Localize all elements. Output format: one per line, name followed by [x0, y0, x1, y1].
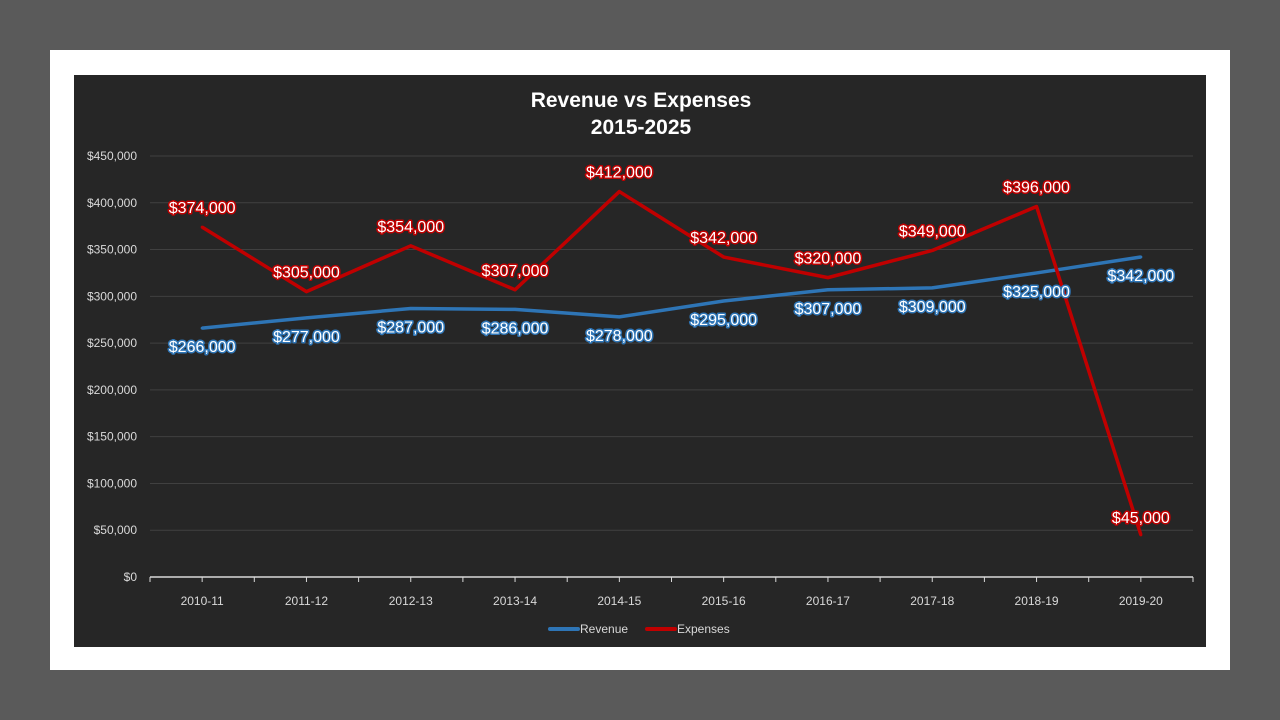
data-point — [722, 255, 726, 259]
data-point — [617, 315, 621, 319]
data-point — [1035, 205, 1039, 209]
data-label: $412,000 — [586, 165, 653, 182]
series-line-expenses — [201, 189, 1143, 536]
data-point — [304, 290, 308, 294]
x-tick-label: 2016-17 — [806, 594, 850, 608]
y-tick-label: $150,000 — [87, 430, 137, 444]
y-tick-label: $350,000 — [87, 243, 137, 257]
data-label: $305,000 — [273, 265, 340, 282]
chart-area: Revenue vs Expenses 2015-2025 $0 $50,000 $… — [74, 75, 1206, 647]
x-tick-label: 2013-14 — [493, 594, 537, 608]
chart-subtitle: 2015-2025 — [591, 116, 692, 139]
data-label: $396,000 — [1003, 180, 1070, 197]
data-label: $295,000 — [690, 312, 757, 329]
x-tick-label: 2010-11 — [181, 594, 224, 608]
data-label: $307,000 — [482, 263, 549, 280]
data-point — [304, 316, 308, 320]
y-tick-label: $400,000 — [87, 196, 137, 210]
data-point — [617, 190, 621, 194]
x-tick-label: 2011-12 — [285, 594, 328, 608]
data-label: $309,000 — [899, 299, 966, 316]
y-tick-label: $250,000 — [87, 336, 137, 350]
data-point — [200, 326, 204, 330]
legend-label: Revenue — [580, 622, 628, 636]
y-tick-label: $200,000 — [87, 383, 137, 397]
x-tick-label: 2019-20 — [1119, 594, 1163, 608]
x-tick-label: 2015-16 — [702, 594, 746, 608]
y-tick-label: $50,000 — [94, 523, 138, 537]
y-tick-label: $0 — [124, 570, 138, 584]
data-label: $287,000 — [377, 319, 444, 336]
x-tick-label: 2012-13 — [389, 594, 433, 608]
x-tick-label: 2014-15 — [597, 594, 641, 608]
data-label: $45,000 — [1112, 510, 1170, 527]
data-label: $349,000 — [899, 223, 966, 240]
data-point — [826, 288, 830, 292]
data-label: $277,000 — [273, 329, 340, 346]
legend-label: Expenses — [677, 622, 730, 636]
data-label: $325,000 — [1003, 284, 1070, 301]
data-label: $354,000 — [377, 219, 444, 236]
x-tick-label: 2017-18 — [910, 594, 954, 608]
data-label: $286,000 — [482, 320, 549, 337]
chart-title: Revenue vs Expenses — [531, 89, 752, 112]
y-tick-label: $300,000 — [87, 289, 137, 303]
data-label: $342,000 — [1107, 268, 1174, 285]
data-label: $320,000 — [795, 251, 862, 268]
data-point — [1035, 271, 1039, 275]
data-point — [930, 248, 934, 252]
data-point — [200, 225, 204, 229]
line-chart: Revenue vs Expenses 2015-2025 $0 $50,000 $… — [87, 89, 1194, 636]
data-point — [409, 306, 413, 310]
y-tick-label: $450,000 — [87, 149, 137, 163]
data-point — [826, 276, 830, 280]
data-point — [409, 244, 413, 248]
data-point — [1139, 533, 1143, 537]
data-label: $278,000 — [586, 328, 653, 345]
data-label: $374,000 — [169, 200, 236, 217]
data-label: $266,000 — [169, 339, 236, 356]
data-label: $342,000 — [690, 230, 757, 247]
series-line-revenue — [201, 255, 1142, 330]
y-tick-label: $100,000 — [87, 476, 137, 490]
data-point — [513, 288, 517, 292]
data-point — [513, 307, 517, 311]
x-tick-label: 2018-19 — [1015, 594, 1059, 608]
data-point — [930, 286, 934, 290]
data-point — [1139, 255, 1143, 259]
data-point — [722, 299, 726, 303]
data-label: $307,000 — [795, 301, 862, 318]
